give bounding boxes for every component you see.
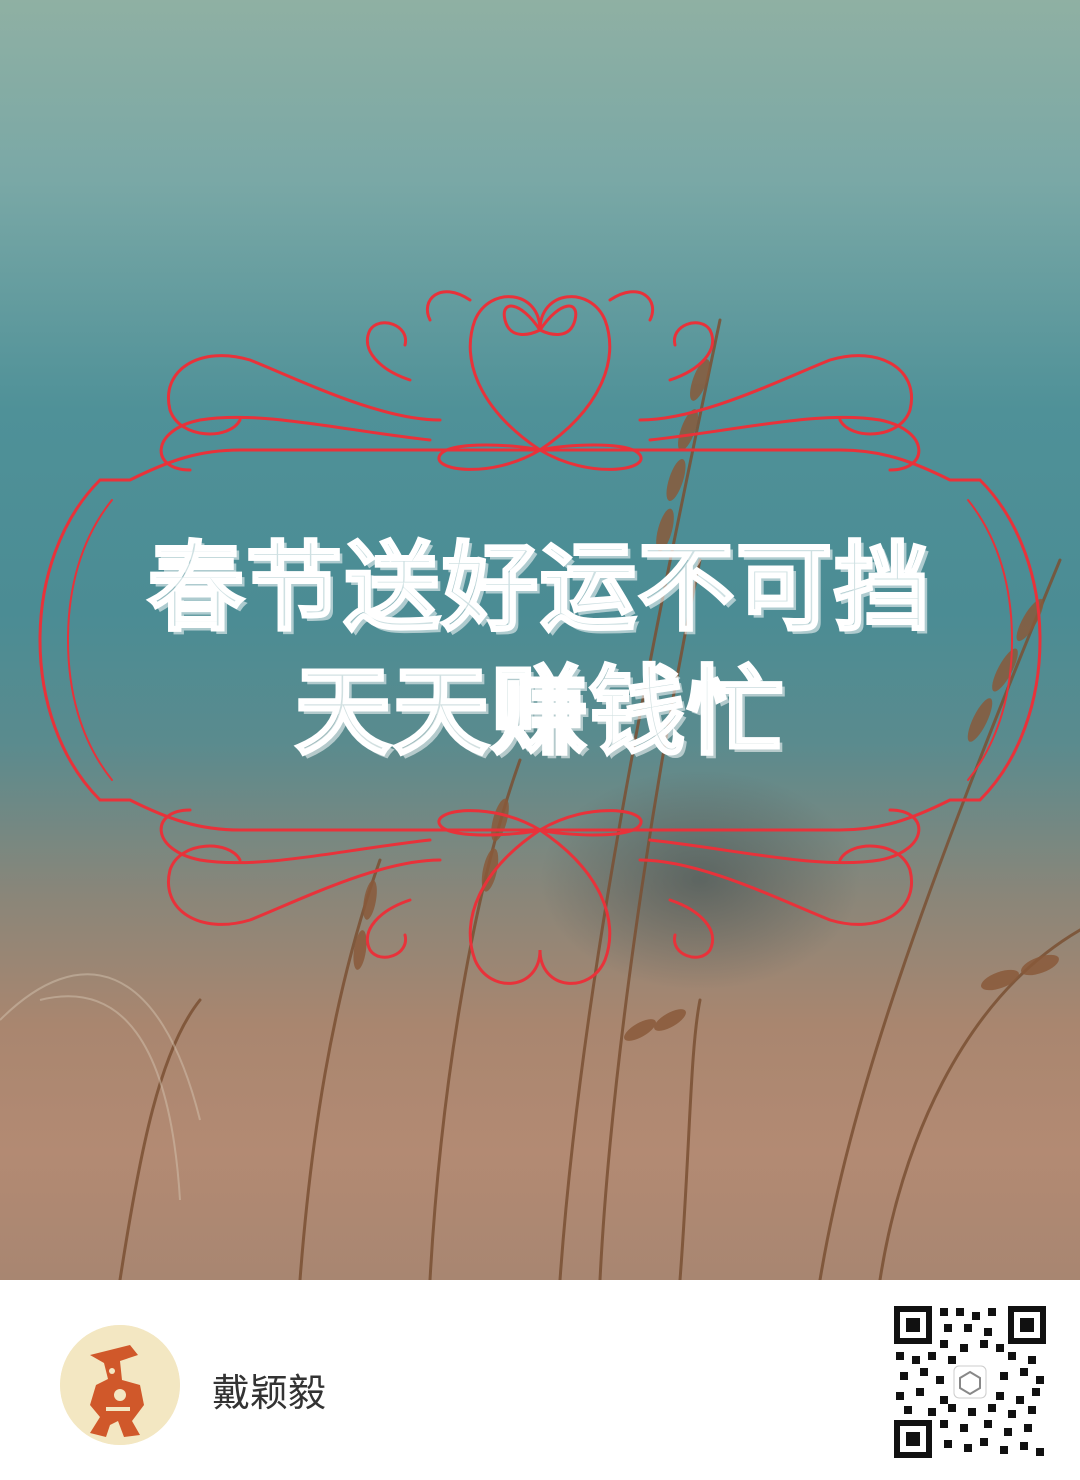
author-name: 戴颖毅 bbox=[212, 1371, 327, 1415]
qr-code-icon bbox=[890, 1302, 1050, 1462]
avatar[interactable] bbox=[60, 1325, 180, 1445]
share-footer: 戴颖毅 bbox=[0, 1280, 1080, 1480]
papercut-figure-icon bbox=[60, 1325, 180, 1445]
ornamental-frame bbox=[38, 290, 1042, 985]
headline-line-2: 天天赚钱忙 bbox=[294, 656, 785, 768]
headline-line-1: 春节送好运不可挡 bbox=[147, 532, 932, 644]
poster-image: 春节送好运不可挡 天天赚钱忙 bbox=[0, 0, 1080, 1280]
grass-background bbox=[0, 318, 1080, 1280]
